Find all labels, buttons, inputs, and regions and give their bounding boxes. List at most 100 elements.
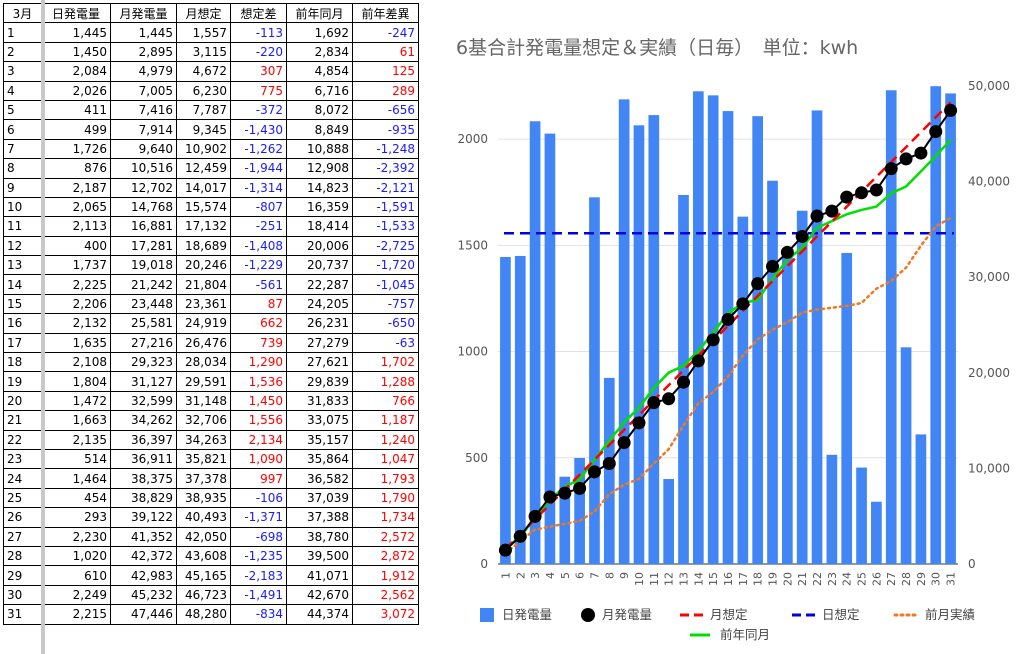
bar-daily [559,476,571,564]
bar-daily [930,86,942,564]
data-table: 3月 日発電量 月発電量 月想定 想定差 前年同月 前年差異 1 1,445 1,4… [3,2,419,625]
table-header-row: 3月 日発電量 月発電量 月想定 想定差 前年同月 前年差異 [3,2,419,24]
bar-daily [648,115,660,564]
x-axis-tick-label: 6 [574,572,587,579]
cell-day: 12 [3,235,42,257]
cell-forecast: 40,493 [176,507,231,528]
marker-monthly-generation [914,146,928,160]
cell-last-year: 4,854 [286,61,353,82]
table-row: 5 411 7,416 7,787 -372 8,072 -656 [3,99,419,121]
legend-item: 月発電量 [581,607,652,622]
cell-last-year-diff: -1,533 [352,216,419,237]
x-axis-tick-label: 19 [767,572,780,586]
bar-daily [529,121,541,564]
cell-daily: 1,726 [41,138,111,160]
legend-label: 月発電量 [602,607,652,622]
marker-monthly-generation [691,354,705,368]
legend-item: 前年同月 [690,627,770,642]
cell-forecast: 34,263 [176,429,231,450]
x-axis-tick-label: 10 [633,572,646,586]
x-axis-tick-label: 14 [692,572,705,586]
bar-daily [692,91,704,565]
legend-label: 日発電量 [502,607,552,622]
marker-monthly-generation [528,509,542,523]
right-axis-tick-label: 0 [968,557,976,571]
x-axis-tick-label: 7 [588,572,601,579]
table-row: 27 2,230 41,352 42,050 -698 38,780 2,572 [3,526,419,547]
bar-daily [514,255,526,564]
cell-monthly: 36,397 [110,429,177,450]
cell-forecast: 1,557 [176,22,231,43]
cell-daily: 400 [41,235,111,257]
legend-label: 月想定 [710,607,748,622]
cell-last-year: 20,737 [286,255,353,276]
marker-monthly-generation [884,162,898,176]
table-row: 31 2,215 47,446 48,280 -834 44,374 3,072 [3,604,419,625]
right-axis-tick-label: 50,000 [968,79,1010,93]
marker-monthly-generation [662,392,676,406]
cell-last-year: 1,692 [286,22,353,43]
cell-monthly: 38,829 [110,487,177,509]
cell-forecast: 46,723 [176,584,231,606]
cell-forecast-diff: -834 [230,604,287,625]
marker-monthly-generation [498,543,512,557]
marker-monthly-generation [632,416,646,430]
marker-monthly-generation [810,209,824,223]
bar-daily [945,93,956,565]
legend-label: 前年同月 [720,627,770,642]
cell-day: 14 [3,274,42,295]
cell-last-year: 33,075 [286,410,353,431]
marker-series-monthly [498,103,958,557]
left-axis-tick-label: 2000 [457,132,488,146]
cell-day: 31 [3,604,42,625]
cell-forecast-diff: -106 [230,487,287,509]
marker-monthly-generation [647,396,661,410]
cell-monthly: 39,122 [110,507,177,528]
cell-last-year: 20,006 [286,235,353,257]
marker-monthly-generation [706,333,720,347]
cell-daily: 2,132 [41,313,111,334]
cell-forecast-diff: -1,408 [230,235,287,257]
marker-monthly-generation [602,456,616,470]
cell-monthly: 16,881 [110,216,177,237]
marker-monthly-generation [721,312,735,326]
cell-forecast-diff: -807 [230,196,287,218]
marker-monthly-generation [840,190,854,204]
table-row: 14 2,225 21,242 21,804 -561 22,287 -1,045 [3,274,419,295]
bar-daily [722,111,734,564]
header-last-year: 前年同月 [286,2,353,24]
bar-daily [871,501,882,564]
cell-last-year: 38,780 [286,526,353,547]
cell-day: 15 [3,293,42,315]
marker-monthly-generation [825,204,839,218]
marker-monthly-generation [587,465,601,479]
cell-last-year-diff: 1,790 [352,487,419,509]
chart-axis-ticks: 0 500 1000 1500 2000 0 10,000 20,000 30,000 40,00… [457,79,1010,586]
marker-monthly-generation [795,229,809,243]
marker-monthly-generation [855,186,869,200]
cell-last-year-diff: 1,047 [352,448,419,470]
bar-daily [500,257,511,564]
bar-daily [811,110,823,564]
cell-last-year: 10,888 [286,138,353,160]
cell-monthly: 17,281 [110,235,177,257]
cell-monthly: 7,914 [110,119,177,140]
bar-daily [782,251,793,564]
cell-monthly: 42,983 [110,565,177,586]
cell-forecast-diff: 1,290 [230,352,287,373]
x-axis-tick-label: 4 [544,572,557,579]
table-row: 9 2,187 12,702 14,017 -1,314 14,823 -2,121 [3,177,419,198]
cell-last-year-diff: 289 [352,80,419,101]
marker-monthly-generation [869,183,883,197]
x-axis-tick-label: 5 [559,572,572,579]
cell-day: 11 [3,216,42,237]
bar-daily [589,197,600,564]
marker-monthly-generation [676,375,690,389]
x-axis-tick-label: 17 [737,572,750,586]
x-axis-tick-label: 28 [900,572,913,586]
cell-forecast-diff: -1,430 [230,119,287,140]
x-axis-tick-label: 25 [856,572,869,586]
x-axis-tick-label: 27 [885,572,898,586]
cell-forecast: 31,148 [176,390,231,412]
right-axis-tick-label: 10,000 [968,461,1010,475]
